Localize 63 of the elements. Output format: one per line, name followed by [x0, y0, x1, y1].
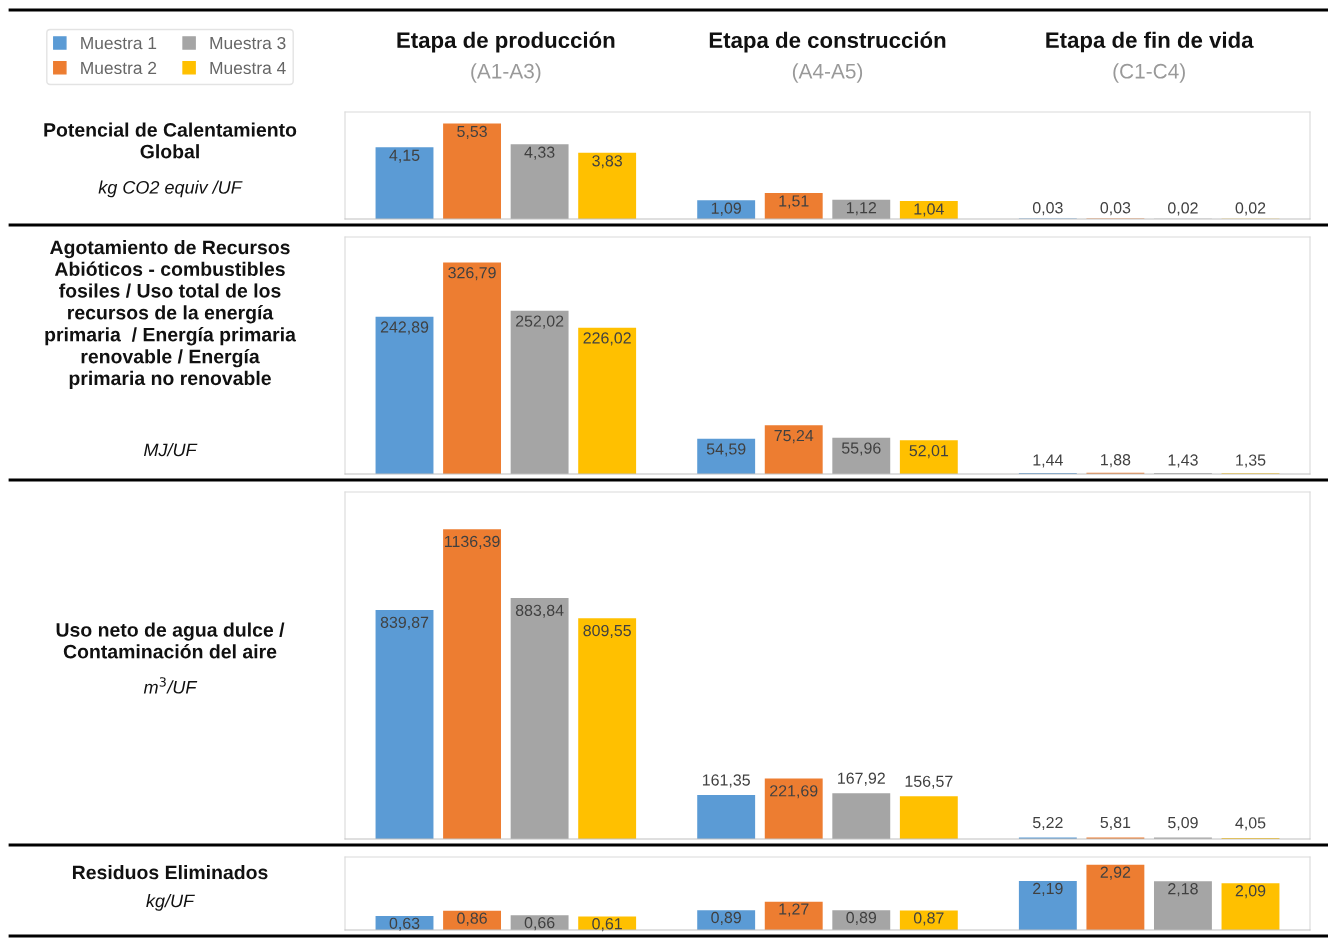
- data-label: 1,04: [914, 203, 944, 217]
- data-label: 0,66: [524, 916, 555, 931]
- legend-label: Muestra 1: [81, 37, 157, 50]
- data-label: 0,63: [389, 917, 420, 931]
- data-label: 0,86: [457, 912, 487, 926]
- data-label: 5,81: [1100, 816, 1131, 830]
- data-label: 5,22: [1032, 816, 1063, 831]
- y-axis-title: m$^{3}$/UF: [143, 677, 198, 694]
- data-label: 252,02: [515, 315, 564, 329]
- data-label: 5,53: [457, 125, 487, 139]
- data-label: 1,88: [1101, 454, 1131, 468]
- legend-label: Muestra 3: [210, 36, 286, 50]
- y-axis-title: kg/UF: [146, 894, 195, 911]
- data-label: 4,15: [389, 149, 420, 163]
- data-label: 1,09: [711, 202, 741, 216]
- x-tick-label: Etapa de construcción (A4-A5): [709, 31, 946, 83]
- data-label: 1,43: [1168, 454, 1198, 468]
- data-label: 1,35: [1236, 454, 1266, 468]
- text: Residuos Eliminados: [72, 865, 268, 880]
- data-label: 839,87: [380, 616, 429, 630]
- x-tick-label: Etapa de fin de vida (C1-C4): [1046, 31, 1254, 83]
- data-label: 0,02: [1168, 202, 1198, 216]
- data-label: 0,03: [1032, 202, 1063, 216]
- data-label: 4,33: [524, 146, 555, 160]
- data-label: 221,69: [770, 785, 818, 799]
- data-label: 52,01: [909, 444, 949, 459]
- data-label: 161,35: [702, 774, 750, 788]
- data-label: 167,92: [838, 772, 885, 786]
- data-label: 2,09: [1235, 885, 1266, 899]
- data-label: 0,02: [1235, 202, 1266, 216]
- legend-label: Muestra 2: [81, 61, 157, 75]
- data-label: 75,24: [774, 429, 814, 444]
- data-label: 2,19: [1033, 882, 1063, 897]
- data-label: 883,84: [515, 604, 564, 618]
- text: Uso neto de agua dulce / Contaminación del aire: [56, 622, 285, 659]
- data-label: 1,44: [1033, 454, 1063, 468]
- data-label: 1136,39: [445, 535, 500, 549]
- data-label: 4,05: [1235, 817, 1266, 831]
- text: Potencial de Calentamiento Global: [44, 122, 297, 159]
- data-label: 156,57: [905, 775, 953, 789]
- y-axis-title: MJ/UF: [143, 443, 198, 457]
- x-tick-label: Etapa de producción (A1-A3): [397, 31, 615, 83]
- data-label: 54,59: [706, 443, 746, 457]
- data-label: 809,55: [583, 624, 631, 639]
- text: Agotamiento de Recursos Abióticos - combustibles fosiles / Uso total de los recursos de la energía primaria / Energía primaria renovable / Energía primaria no renovable: [45, 240, 297, 389]
- data-label: 3,83: [592, 155, 622, 169]
- data-label: 55,96: [841, 442, 881, 456]
- data-label: 0,61: [592, 918, 622, 932]
- y-axis-title: kg CO2 equiv /UF: [98, 180, 243, 198]
- data-label: 0,87: [913, 912, 944, 926]
- data-label: 1,27: [779, 903, 809, 917]
- data-label: 1,51: [779, 195, 809, 209]
- data-label: 2,92: [1100, 866, 1131, 880]
- data-label: 0,89: [711, 911, 741, 926]
- data-label: 5,09: [1168, 816, 1198, 831]
- data-label: 242,89: [380, 321, 429, 335]
- data-label: 0,03: [1100, 202, 1131, 216]
- legend-label: Muestra 4: [210, 61, 286, 75]
- data-label: 2,18: [1168, 883, 1198, 897]
- data-label: 0,89: [846, 911, 877, 926]
- data-label: 1,12: [846, 201, 877, 216]
- data-label: 326,79: [448, 267, 496, 281]
- data-label: 226,02: [583, 332, 631, 346]
